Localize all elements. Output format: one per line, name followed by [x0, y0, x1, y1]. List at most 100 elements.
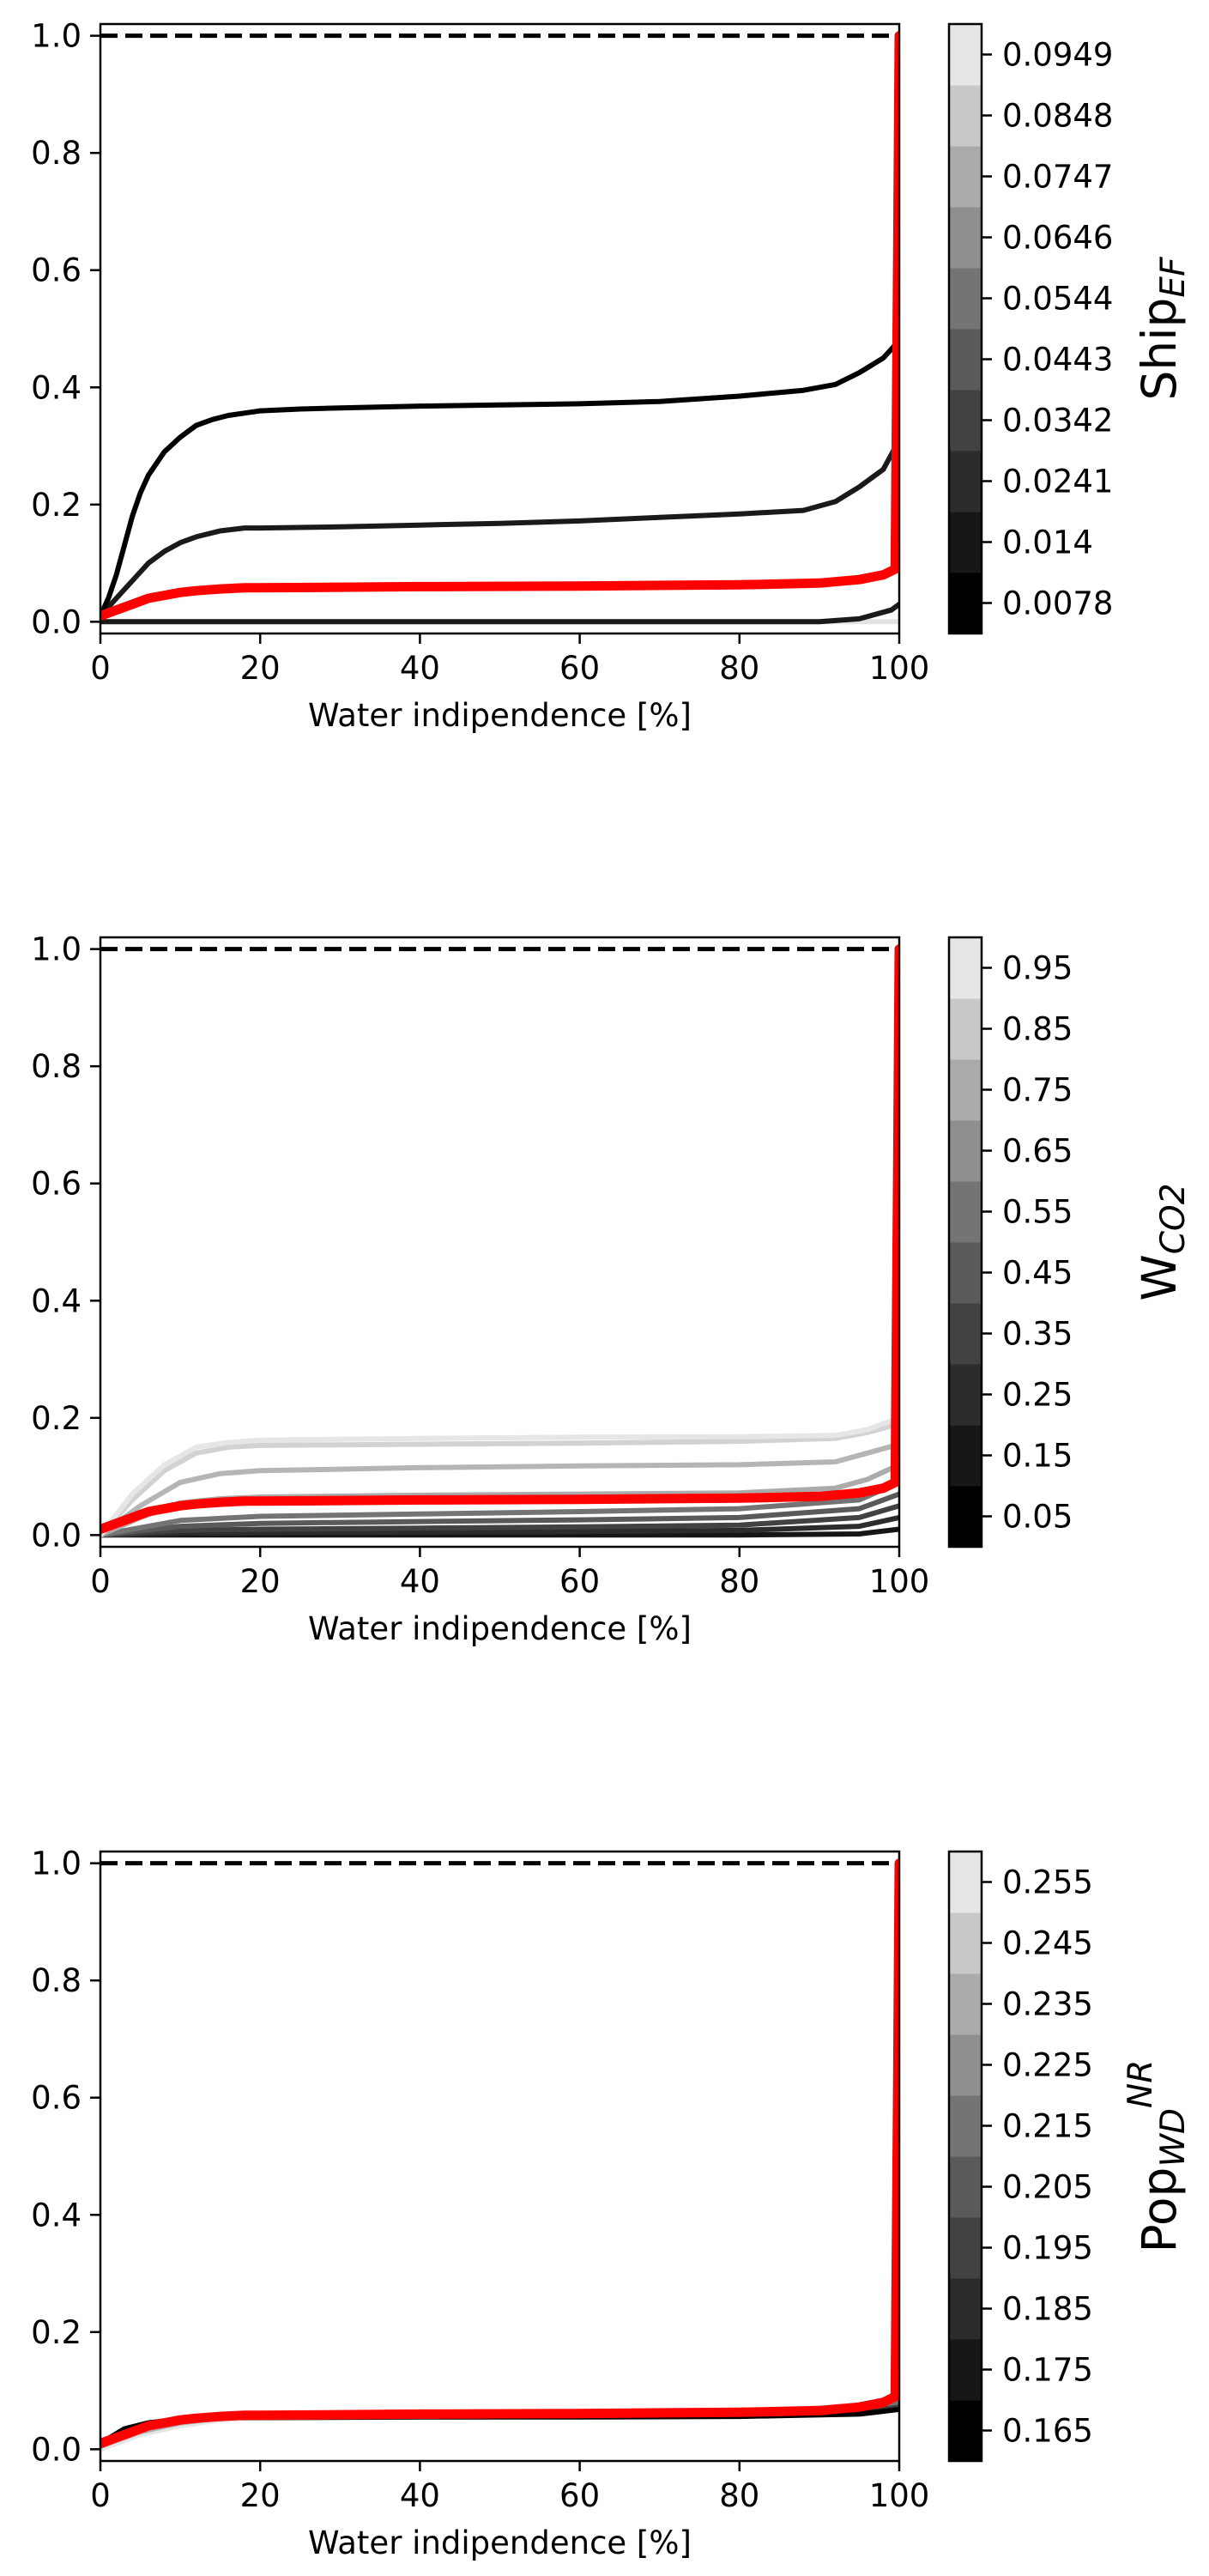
series-line-3	[100, 437, 899, 619]
colorbar-frame	[947, 1850, 983, 2463]
colorbar-segment	[949, 146, 982, 208]
x-tick-label: 60	[559, 650, 600, 687]
series-line-2	[100, 1514, 899, 1538]
y-tick-label: 0.4	[31, 369, 82, 406]
series-line-2	[100, 2397, 899, 2449]
x-tick-label: 20	[240, 2477, 281, 2514]
colorbar-label-sub: CO2	[1154, 1183, 1193, 1254]
colorbar-tick-label: 0.0747	[1002, 159, 1113, 196]
colorbar-segment	[949, 1486, 982, 1548]
colorbar-segment	[949, 2156, 982, 2218]
colorbar-label: ShipEF	[1132, 257, 1192, 401]
colorbar-label-sub: WD	[1154, 2108, 1193, 2167]
colorbar-tick-label: 0.255	[1002, 1864, 1093, 1901]
colorbar-tick-label: 0.195	[1002, 2230, 1093, 2267]
y-tick-label: 1.0	[31, 18, 82, 55]
y-tick-label: 0.0	[31, 1517, 82, 1554]
series-line-2	[100, 601, 899, 625]
colorbar-tick-label: 0.215	[1002, 2108, 1093, 2145]
colorbar-segment	[949, 24, 982, 86]
colorbar-tick-label: 0.0949	[1002, 37, 1113, 74]
colorbar-tick-label: 0.175	[1002, 2352, 1093, 2389]
x-tick-label: 80	[719, 1563, 759, 1600]
y-tick-label: 1.0	[31, 1846, 82, 1882]
x-tick-label: 0	[90, 650, 111, 687]
colorbar-tick-label: 0.85	[1002, 1011, 1073, 1048]
colorbar-segment	[949, 1364, 982, 1426]
colorbar-tick-label: 0.05	[1002, 1499, 1073, 1536]
colorbar-tick-label: 0.0646	[1002, 220, 1113, 257]
colorbar-segment	[949, 2400, 982, 2462]
colorbar-label: WCO2	[1132, 1183, 1192, 1300]
chart-panel-1: 0 20 40 60 80 100 0.0 0.2 0.4 0.6 0.8 1.0 Water indi…	[31, 18, 1192, 734]
colorbar-tick-label: 0.45	[1002, 1255, 1073, 1292]
colorbar-segment	[949, 1912, 982, 1974]
x-tick-label: 40	[400, 2477, 440, 2514]
colorbar-tick-label: 0.0241	[1002, 464, 1113, 500]
colorbar-label-main: W	[1132, 1254, 1187, 1300]
colorbar-tick-label: 0.0078	[1002, 585, 1113, 622]
y-tick-label: 0.4	[31, 2197, 82, 2234]
series-line-9	[100, 1415, 899, 1538]
colorbar-segment	[949, 1120, 982, 1182]
series-line-reference	[100, 1858, 899, 2448]
x-tick-label: 40	[400, 1563, 440, 1600]
colorbar-label-main: Pop	[1132, 2167, 1187, 2253]
y-tick-label: 1.0	[31, 931, 82, 968]
series-line-4	[100, 1491, 899, 1538]
y-tick-label: 0.6	[31, 252, 82, 289]
colorbar-label-main: Ship	[1132, 298, 1187, 401]
colorbar-tick-label: 0.225	[1002, 2047, 1093, 2084]
series-line-8	[100, 1421, 899, 1538]
colorbar-tick-label: 0.95	[1002, 950, 1073, 987]
x-tick-label: 0	[90, 1563, 111, 1600]
colorbar-segment	[949, 451, 982, 512]
colorbar-segment	[949, 2339, 982, 2401]
x-tick-label: 40	[400, 650, 440, 687]
axes-frame	[99, 1850, 901, 2463]
y-tick-label: 0.0	[31, 2431, 82, 2468]
series-line-3	[100, 1503, 899, 1538]
colorbar-segment	[949, 1242, 982, 1304]
colorbar-tick-label: 0.55	[1002, 1194, 1073, 1231]
x-tick-label: 100	[869, 1563, 930, 1600]
colorbar-segment	[949, 937, 982, 999]
colorbar-segment	[949, 1059, 982, 1121]
chart-panel-2: 0 20 40 60 80 100 0.0 0.2 0.4 0.6 0.8 1.0 Water indi…	[31, 931, 1192, 1647]
colorbar-segment	[949, 85, 982, 147]
y-tick-label: 0.6	[31, 1166, 82, 1203]
colorbar-segment	[949, 2095, 982, 2157]
y-tick-label: 0.8	[31, 1962, 82, 1999]
colorbar-segment	[949, 2034, 982, 2096]
colorbar-segment	[949, 1181, 982, 1243]
y-tick-label: 0.6	[31, 2080, 82, 2117]
colorbar-segment	[949, 390, 982, 452]
series-line-1	[100, 2393, 899, 2452]
x-axis-label: Water indipendence [%]	[308, 697, 692, 734]
colorbar-tick-label: 0.205	[1002, 2169, 1093, 2206]
colorbar-tick-label: 0.15	[1002, 1438, 1073, 1475]
colorbar-label-sup: NR	[1121, 2060, 1160, 2108]
x-tick-label: 20	[240, 1563, 281, 1600]
series-line-reference	[100, 31, 899, 621]
y-tick-label: 0.8	[31, 135, 82, 172]
x-tick-label: 60	[559, 1563, 600, 1600]
colorbar-tick-label: 0.0342	[1002, 403, 1113, 439]
y-tick-label: 0.2	[31, 1400, 82, 1437]
x-tick-label: 0	[90, 2477, 111, 2514]
chart-panel-3: 0 20 40 60 80 100 0.0 0.2 0.4 0.6 0.8 1.0 Water indi…	[31, 1846, 1192, 2561]
colorbar-segment	[949, 2217, 982, 2279]
x-axis-label: Water indipendence [%]	[308, 1610, 692, 1647]
colorbar-frame	[947, 936, 983, 1549]
colorbar-tick-label: 0.75	[1002, 1072, 1073, 1109]
colorbar-tick-label: 0.165	[1002, 2413, 1093, 2450]
y-tick-label: 0.2	[31, 2314, 82, 2351]
colorbar-segment	[949, 1425, 982, 1487]
colorbar-tick-label: 0.65	[1002, 1133, 1073, 1170]
colorbar-segment	[949, 2278, 982, 2340]
colorbar-segment	[949, 207, 982, 269]
x-axis-label: Water indipendence [%]	[308, 2524, 692, 2561]
colorbar-tick-label: 0.245	[1002, 1925, 1093, 1962]
colorbar-segment	[949, 1303, 982, 1365]
